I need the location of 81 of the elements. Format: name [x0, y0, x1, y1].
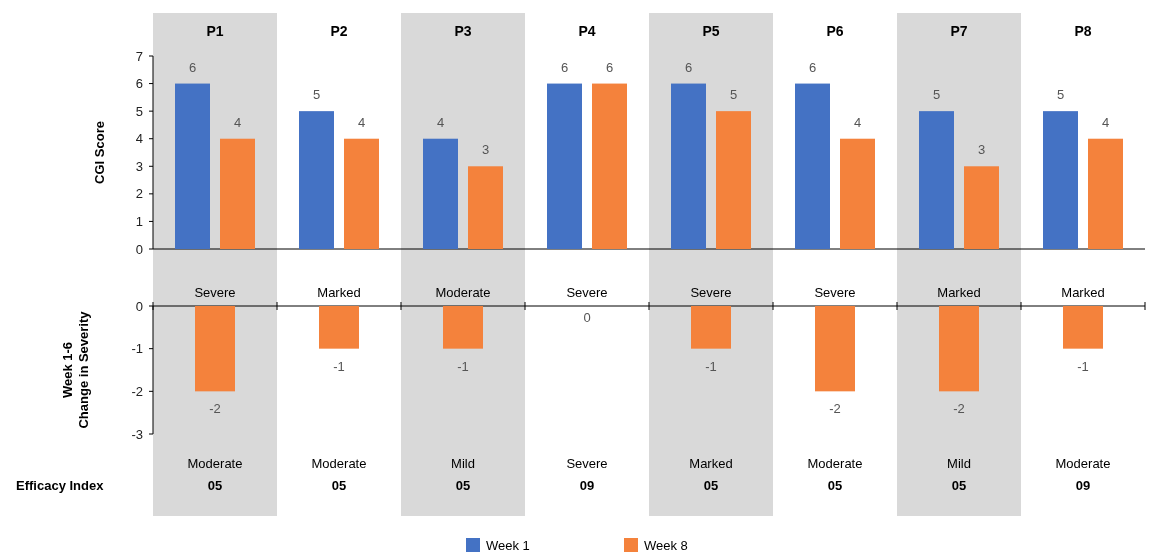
- bar: [344, 138, 379, 249]
- data-label: 0: [583, 310, 591, 325]
- x-tick-label: Mild 05: [451, 456, 475, 493]
- legend-label: Week 1: [486, 538, 530, 553]
- bar: [964, 166, 999, 249]
- data-label: -1: [333, 358, 345, 374]
- legend-label: Week 8: [644, 538, 688, 553]
- x-tick-label: P5: [702, 23, 720, 39]
- x-tick-label: P2: [330, 23, 348, 39]
- data-label: -2: [829, 401, 841, 417]
- text: Severe: [814, 285, 856, 300]
- bar: [671, 83, 706, 249]
- data-label: 4: [436, 114, 445, 130]
- bar: [1043, 111, 1078, 249]
- data-label: 4: [357, 114, 366, 130]
- x-tick-label: Marked 05: [689, 456, 733, 493]
- x-tick-label: P8: [1074, 23, 1092, 39]
- bar: [220, 138, 255, 249]
- data-label: 3: [481, 142, 490, 158]
- data-label: 4: [1101, 114, 1110, 130]
- x-tick-label: P6: [826, 23, 844, 39]
- x-tick-label: Mild 05: [947, 456, 971, 493]
- y-tick-label: 3: [135, 158, 143, 174]
- data-label: 4: [853, 114, 862, 130]
- y-tick-label: -1: [131, 341, 143, 357]
- data-label: 5: [312, 87, 321, 103]
- text: Severe: [194, 285, 236, 300]
- text: Marked: [937, 285, 981, 300]
- y-axis-title: CGI Score: [92, 121, 107, 184]
- y-tick-label: 6: [135, 76, 143, 92]
- y-tick-label: 0: [135, 298, 143, 314]
- x-axis-title: Efficacy Index: [16, 478, 105, 493]
- text: Moderate: [435, 285, 491, 300]
- data-label: 5: [729, 87, 738, 103]
- y-tick-label: -2: [131, 383, 143, 399]
- data-label: -1: [457, 358, 469, 374]
- bar: [592, 83, 627, 249]
- data-label: 3: [977, 142, 986, 158]
- text: Severe: [690, 285, 732, 300]
- y-axis-title: Week 1-6 Change in Severity: [60, 310, 91, 429]
- data-label: 6: [605, 59, 614, 75]
- x-tick-label: P3: [454, 23, 472, 39]
- y-tick-label: -3: [131, 426, 143, 442]
- x-tick-label: Moderate 05: [311, 456, 367, 493]
- bar: [299, 111, 334, 249]
- x-tick-label: Moderate 09: [1055, 456, 1111, 493]
- bar: [423, 138, 458, 249]
- data-label: -1: [1077, 358, 1089, 374]
- y-tick-label: 2: [135, 186, 143, 202]
- x-tick-label: P4: [578, 23, 596, 39]
- bar: [716, 111, 751, 249]
- data-label: 4: [233, 114, 242, 130]
- y-tick-label: 4: [135, 131, 143, 147]
- y-tick-label: 7: [135, 48, 143, 64]
- text: Marked: [317, 285, 361, 300]
- bar: [175, 83, 210, 249]
- y-tick-label: 5: [135, 103, 143, 119]
- bar: [547, 83, 582, 249]
- x-tick-label: Moderate 05: [807, 456, 863, 493]
- bar: [795, 83, 830, 249]
- x-tick-label: P1: [206, 23, 224, 39]
- data-label: -2: [953, 401, 965, 417]
- x-tick-label: Severe 09: [566, 456, 608, 493]
- text: Severe: [566, 285, 608, 300]
- data-label: 6: [188, 59, 197, 75]
- bar: [840, 138, 875, 249]
- data-label: 5: [932, 87, 941, 103]
- data-label: 5: [1056, 87, 1065, 103]
- data-label: -2: [209, 401, 221, 417]
- data-label: 6: [684, 59, 693, 75]
- y-tick-label: 0: [135, 241, 143, 257]
- bar: [919, 111, 954, 249]
- y-tick-label: 1: [135, 213, 143, 229]
- data-label: 6: [560, 59, 569, 75]
- data-label: -1: [705, 358, 717, 374]
- bar: [1088, 138, 1123, 249]
- text: Marked: [1061, 285, 1105, 300]
- data-label: 6: [808, 59, 817, 75]
- x-tick-label: P7: [950, 23, 968, 39]
- bar: [468, 166, 503, 249]
- x-tick-label: Moderate 05: [187, 456, 243, 493]
